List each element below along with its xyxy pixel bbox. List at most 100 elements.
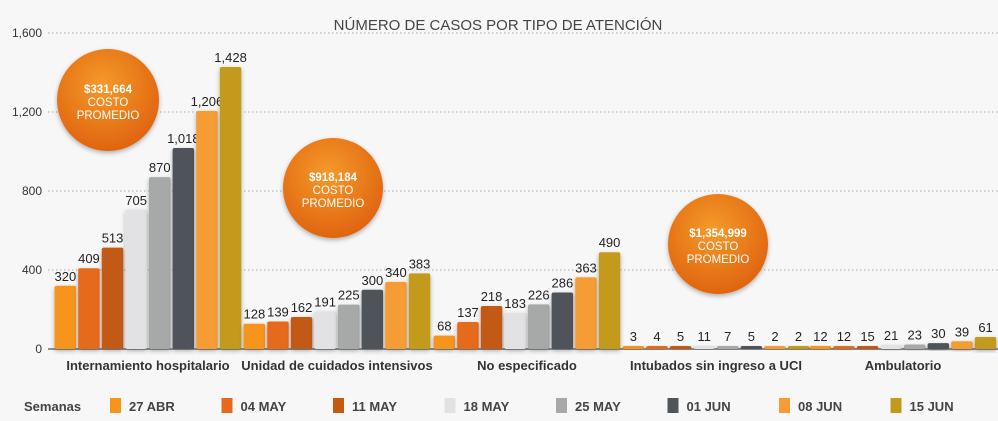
data-label: 139 [267, 305, 289, 320]
data-label: 162 [291, 300, 313, 315]
bar [78, 268, 100, 349]
data-label: 128 [243, 307, 265, 322]
data-label: 183 [504, 296, 526, 311]
data-label: 2 [771, 329, 778, 344]
y-tick-label: 800 [22, 184, 42, 198]
bar [457, 321, 479, 349]
bar [951, 341, 973, 349]
category-label: Unidad de cuidados intensivos [241, 358, 432, 373]
data-label: 23 [908, 327, 922, 342]
legend-item: 15 JUN [890, 398, 954, 414]
y-tick-label: 1,600 [12, 26, 42, 40]
y-tick-label: 400 [22, 263, 42, 277]
bar [504, 312, 526, 349]
bar [974, 336, 997, 349]
bar [480, 305, 503, 349]
bar [219, 66, 242, 349]
legend-item: 27 ABR [110, 398, 175, 414]
data-label: 30 [931, 326, 945, 341]
bar [172, 147, 195, 349]
bubble-circle [57, 49, 159, 151]
bar [575, 277, 597, 349]
data-label: 61 [978, 320, 992, 335]
bar [290, 317, 313, 349]
bar [764, 346, 786, 349]
legend-swatch [667, 398, 679, 413]
data-label: 300 [361, 273, 383, 288]
bubble-amount: $331,664 [84, 84, 133, 96]
bubble-line2: PROMEDIO [687, 254, 750, 266]
data-label: 5 [677, 329, 684, 344]
data-label: 409 [78, 251, 100, 266]
bar [361, 289, 384, 349]
data-label: 15 [860, 329, 874, 344]
legend-label: 08 JUN [798, 399, 842, 414]
data-label: 490 [599, 235, 621, 250]
legend-swatch [333, 398, 344, 413]
legend-item: 01 JUN [667, 398, 731, 414]
bar [408, 273, 431, 349]
data-label: 340 [385, 265, 407, 280]
legend-swatch [556, 398, 567, 413]
bar [54, 285, 77, 349]
category-label: No especificado [477, 358, 577, 373]
bar [433, 335, 456, 349]
legend-item: 25 MAY [556, 398, 621, 414]
legend-label: 27 ABR [129, 399, 175, 414]
bar [856, 346, 879, 349]
bubble-line2: PROMEDIO [302, 198, 365, 210]
bar [149, 177, 171, 349]
data-label: 12 [837, 329, 851, 344]
bar [787, 346, 810, 349]
data-label: 39 [955, 324, 969, 339]
data-label: 226 [528, 287, 550, 302]
bubble-circle [283, 138, 383, 238]
bubble-line2: PROMEDIO [77, 110, 140, 122]
data-label: 3 [630, 329, 637, 344]
legend-item: 08 JUN [779, 398, 842, 414]
data-label: 218 [481, 289, 503, 304]
legend-swatch [444, 398, 456, 413]
bar [717, 346, 739, 349]
data-label: 2 [795, 329, 802, 344]
y-tick-label: 0 [35, 342, 42, 356]
bar [267, 321, 289, 349]
data-label: 286 [551, 276, 573, 291]
legend-swatch [890, 398, 902, 413]
legend-swatch [110, 398, 121, 413]
chart-title: NÚMERO DE CASOS POR TIPO DE ATENCIÓN [334, 17, 663, 34]
data-label: 12 [813, 329, 827, 344]
bubble-line1: COSTO [88, 97, 129, 109]
data-label: 1,428 [214, 50, 247, 65]
legend-item: 04 MAY [221, 398, 287, 414]
legend-title: Semanas [24, 399, 81, 414]
data-label: 870 [149, 160, 171, 175]
data-label: 705 [125, 193, 147, 208]
data-label: 320 [54, 269, 76, 284]
data-label: 11 [697, 329, 711, 344]
data-label: 68 [437, 319, 451, 334]
data-label: 383 [409, 256, 431, 271]
bar [196, 110, 218, 349]
data-label: 4 [653, 329, 660, 344]
bar [622, 346, 645, 349]
legend-label: 25 MAY [575, 399, 621, 414]
bubble-line1: COSTO [313, 185, 354, 197]
bar [693, 346, 715, 349]
category-label: Ambulatorio [865, 358, 942, 373]
legend-label: 15 JUN [910, 399, 954, 414]
data-label: 225 [338, 288, 360, 303]
bar [833, 346, 855, 349]
bar [669, 346, 692, 349]
legend-label: 04 MAY [241, 399, 287, 414]
legend-label: 11 MAY [352, 399, 397, 414]
bar [809, 346, 832, 349]
data-label: 7 [724, 329, 731, 344]
legend-swatch [221, 398, 233, 413]
legend-item: 18 MAY [444, 398, 510, 414]
bar [338, 304, 360, 349]
